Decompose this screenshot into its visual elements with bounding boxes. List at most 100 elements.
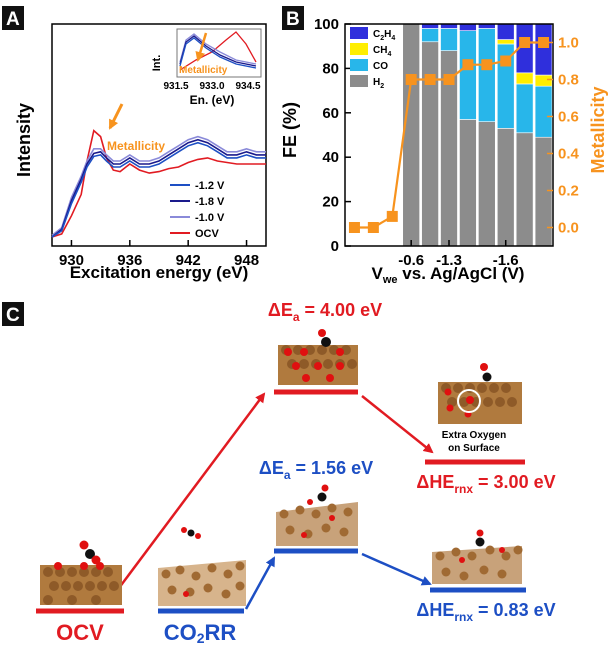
bar-segment-h2: [402, 23, 420, 247]
legend-label: -1.8 V: [195, 196, 225, 208]
x-tick-label: 948: [234, 252, 259, 269]
final-red-structure: Extra Oxygen on Surface: [438, 363, 522, 454]
inset-series-line: [179, 35, 257, 67]
legend-label: CH4: [373, 45, 391, 58]
co2rr-label: CO2RR: [164, 620, 237, 646]
bar-segment-co: [440, 28, 458, 51]
legend-label: -1.0 V: [195, 212, 225, 224]
bar-segment-h2: [478, 121, 496, 247]
panel-a-inset-tick: 933.0: [199, 81, 224, 92]
y-tick-label: 100: [314, 16, 339, 33]
ea-blue-label: ΔEa = 1.56 eV: [259, 458, 373, 482]
legend-label: C2H4: [373, 29, 395, 42]
y-tick-label: 20: [322, 194, 339, 211]
panel-a-y-axis-label: Intensity: [14, 103, 34, 177]
he-red-label: ΔHErnx = 3.00 eV: [416, 472, 555, 496]
ocv-structure: [40, 540, 122, 605]
y-tick-label: 0: [331, 238, 339, 255]
bar-segment-ch4: [534, 74, 553, 87]
panel-c-tag: C: [2, 302, 24, 326]
ocv-label: OCV: [56, 620, 104, 645]
bar-segment-co: [421, 28, 439, 43]
panel-a-metallicity-label: Metallicity: [107, 139, 165, 153]
panel-a-inset-tick: 931.5: [163, 81, 188, 92]
panel-a-inset-x-label: En. (eV): [190, 93, 235, 107]
panel-a-inset-tick: 934.5: [235, 81, 260, 92]
panel-a-inset-arrow: [195, 32, 208, 62]
right-tick-label: 0.6: [558, 109, 579, 126]
metallicity-point: [443, 74, 455, 85]
bar-segment-co: [534, 85, 553, 138]
ea-red-label: ΔEa = 4.00 eV: [268, 300, 382, 324]
metallicity-point: [424, 74, 436, 85]
panel-b-right-axis-label: Metallicity: [588, 86, 608, 173]
panel-a-curves: [51, 129, 266, 238]
x-tick-label: 936: [117, 252, 142, 269]
panel-a-inset-curves: [179, 31, 257, 71]
panel-b-left-ticks: 0 20 40 60 80 100: [314, 16, 351, 255]
panel-a: A Intensity 930 936 942 948 Excitation ener…: [2, 6, 267, 282]
y-tick-label: 40: [322, 149, 339, 166]
metallicity-point: [462, 59, 474, 71]
bar-segment-c2h4: [534, 23, 553, 76]
right-tick-label: 0.2: [558, 183, 579, 200]
bar-segment-co: [515, 83, 534, 134]
legend-label: H2: [373, 77, 384, 90]
panel-b-tag-text: B: [286, 9, 300, 30]
panel-a-metallicity-arrow: [108, 103, 124, 130]
panel-a-inset-arrow-label: Metallicity: [179, 65, 228, 76]
right-tick-label: 0.4: [558, 146, 580, 163]
panel-b-metallicity-line: [348, 37, 550, 233]
extra-oxygen-label: on Surface: [448, 443, 500, 454]
metallicity-point: [405, 74, 417, 85]
panel-b-legend: C2H4 CH4 CO H2: [350, 27, 395, 90]
panel-a-tag: A: [2, 6, 24, 30]
legend-swatch: [350, 75, 368, 87]
arrow-co2rr-to-ts: [244, 556, 276, 610]
right-tick-label: 0.8: [558, 72, 579, 89]
x-tick-label: 930: [59, 252, 84, 269]
metallicity-point: [538, 37, 550, 48]
metallicity-point: [481, 59, 493, 71]
x-tick-label: -1.6: [493, 252, 519, 269]
panel-a-inset-y-label: Int.: [151, 55, 163, 72]
right-tick-label: 1.0: [558, 35, 579, 52]
metallicity-point: [519, 37, 531, 48]
bar-segment-h2: [515, 132, 534, 247]
series-line--1p0V: [51, 135, 266, 237]
final-blue-structure: [432, 529, 523, 584]
legend-label: CO: [373, 61, 388, 72]
metallicity-point: [367, 222, 379, 233]
ts-blue-structure: [276, 484, 358, 546]
panel-a-x-axis-label: Excitation energy (eV): [70, 263, 249, 282]
bar-segment-ch4: [515, 72, 534, 85]
panel-a-legend: -1.2 V -1.8 V -1.0 V OCV: [170, 180, 225, 240]
series-line--1p2V: [51, 141, 266, 238]
metallicity-point: [348, 222, 360, 233]
inset-series-line: [179, 37, 257, 69]
bar-segment-h2: [459, 119, 477, 247]
arrow-ocv-to-ts: [108, 392, 266, 601]
panel-b-tag: B: [282, 6, 304, 30]
legend-label: OCV: [195, 228, 220, 240]
legend-swatch: [350, 27, 368, 39]
bar-segment-ch4: [496, 39, 515, 45]
legend-label: -1.2 V: [195, 180, 225, 192]
metallicity-point: [386, 210, 398, 222]
panel-b-bars: [402, 23, 553, 247]
bar-segment-c2h4: [459, 23, 477, 31]
panel-c-tag-text: C: [6, 305, 20, 326]
panel-b-x-axis-label: Vwe vs. Ag/AgCl (V): [372, 264, 525, 286]
co2rr-structure: [158, 527, 246, 606]
bar-segment-co: [478, 28, 496, 122]
legend-swatch: [350, 59, 368, 71]
arrow-ts-to-final-red: [361, 395, 434, 454]
panel-b: B FE (%) 0 20 40 60 80 100 0.0 0.2 0.4 0.6 0.8 1.0…: [280, 6, 608, 286]
panel-a-plot-frame: [51, 23, 267, 247]
right-tick-label: 0.0: [558, 220, 579, 237]
bar-segment-h2: [496, 128, 515, 247]
panel-b-left-axis-label: FE (%): [280, 102, 300, 158]
panel-b-right-ticks: 0.0 0.2 0.4 0.6 0.8 1.0: [547, 35, 580, 237]
panel-a-inset: Int. 931.5 933.0 934.5 En. (eV) Metallic…: [151, 28, 262, 107]
